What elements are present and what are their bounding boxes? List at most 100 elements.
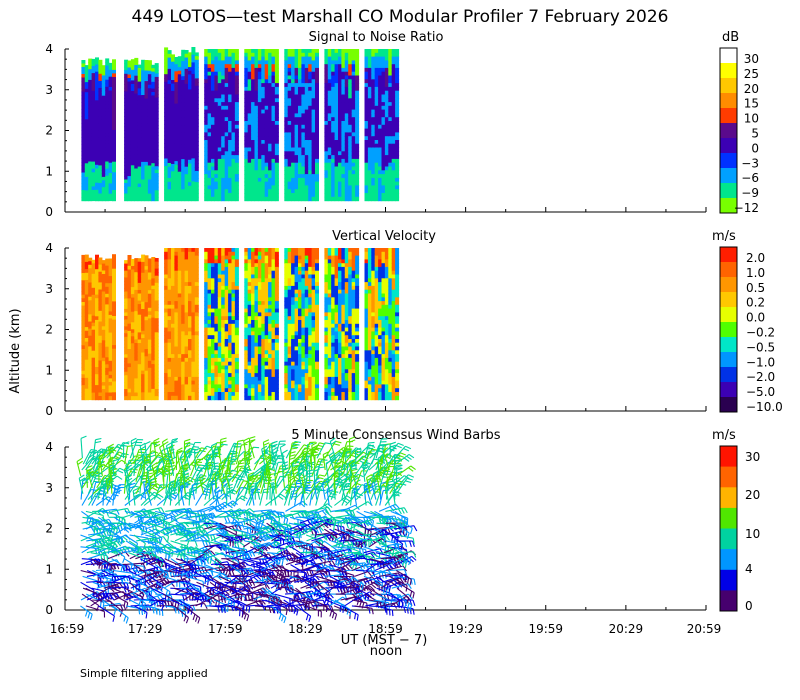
heatmap-cell — [188, 266, 192, 272]
heatmap-cell — [194, 278, 199, 283]
heatmap-cell — [124, 368, 129, 373]
heatmap-cell — [84, 190, 89, 195]
heatmap-cell — [105, 315, 110, 320]
heatmap-cell — [351, 124, 356, 130]
heatmap-cell — [334, 86, 339, 92]
heatmap-cell — [231, 105, 236, 111]
heatmap-cell — [181, 293, 186, 298]
heatmap-cell — [91, 165, 96, 170]
heatmap-cell — [214, 248, 219, 253]
heatmap-cell — [334, 67, 339, 73]
heatmap-cell — [191, 304, 196, 310]
heatmap-cell — [311, 98, 316, 103]
heatmap-cell — [95, 345, 99, 350]
heatmap-cell — [234, 263, 239, 268]
heatmap-cell — [95, 139, 99, 144]
heatmap-cell — [144, 359, 149, 365]
heatmap-cell — [217, 354, 222, 359]
heatmap-cell — [130, 182, 135, 187]
heatmap-cell — [144, 370, 149, 375]
heatmap-cell — [327, 132, 332, 137]
heatmap-cell — [101, 336, 106, 341]
heatmap-cell — [231, 64, 236, 69]
heatmap-cell — [91, 396, 96, 401]
y-tick-label: 0 — [45, 404, 53, 418]
heatmap-cell — [164, 147, 169, 152]
heatmap-cell — [98, 133, 103, 138]
heatmap-cell — [101, 350, 106, 355]
heatmap-cell — [304, 98, 309, 103]
heatmap-cell — [211, 285, 215, 291]
heatmap-cell — [167, 50, 172, 55]
heatmap-cell — [224, 79, 229, 84]
heatmap-cell — [174, 150, 179, 155]
heatmap-cell — [355, 117, 360, 122]
heatmap-cell — [234, 117, 239, 122]
heatmap-cell — [221, 102, 226, 107]
heatmap-cell — [364, 64, 369, 69]
heatmap-cell — [171, 131, 175, 136]
heatmap-cell — [130, 94, 135, 99]
heatmap-cell — [351, 64, 356, 69]
heatmap-cell — [341, 83, 346, 88]
heatmap-cell — [271, 170, 276, 175]
heatmap-cell — [304, 121, 309, 126]
heatmap-cell — [84, 345, 89, 350]
heatmap-cell — [154, 76, 159, 81]
heatmap-cell — [221, 369, 226, 374]
heatmap-cell — [291, 177, 296, 183]
heatmap-cell — [112, 172, 116, 177]
heatmap-cell — [244, 323, 249, 329]
heatmap-cell — [191, 312, 196, 317]
heatmap-cell — [224, 151, 229, 156]
heatmap-cell — [378, 124, 383, 130]
heatmap-cell — [204, 158, 209, 164]
heatmap-cell — [244, 274, 249, 279]
heatmap-cell — [204, 304, 209, 310]
heatmap-cell — [84, 160, 89, 164]
heatmap-cell — [141, 287, 146, 292]
heatmap-cell — [124, 87, 129, 92]
heatmap-cell — [91, 382, 96, 387]
heatmap-cell — [130, 304, 135, 309]
heatmap-cell — [141, 305, 146, 310]
heatmap-cell — [154, 389, 159, 394]
heatmap-cell — [324, 140, 329, 145]
heatmap-cell — [304, 109, 309, 114]
heatmap-cell — [378, 105, 383, 111]
heatmap-cell — [124, 350, 129, 355]
heatmap-cell — [124, 333, 129, 338]
heatmap-cell — [211, 121, 215, 126]
heatmap-cell — [348, 151, 353, 156]
heatmap-cell — [291, 189, 296, 194]
heatmap-cell — [191, 108, 196, 113]
heatmap-cell — [311, 79, 316, 84]
heatmap-cell — [188, 93, 192, 98]
heatmap-cell — [164, 270, 169, 276]
heatmap-cell — [388, 162, 393, 168]
heatmap-cell — [130, 137, 135, 142]
heatmap-cell — [147, 367, 152, 372]
heatmap-cell — [95, 298, 99, 303]
heatmap-cell — [311, 181, 316, 186]
heatmap-cell — [287, 105, 292, 111]
heatmap-cell — [81, 179, 86, 184]
heatmap-cell — [98, 275, 103, 280]
heatmap-cell — [221, 297, 226, 302]
heatmap-cell — [177, 88, 182, 93]
heatmap-cell — [214, 395, 219, 401]
heatmap-cell — [327, 121, 332, 126]
heatmap-cell — [224, 140, 229, 145]
heatmap-cell — [247, 132, 252, 137]
heatmap-cell — [344, 79, 349, 84]
heatmap-cell — [355, 109, 360, 114]
heatmap-cell — [214, 255, 219, 260]
heatmap-cell — [98, 126, 103, 131]
heatmap-cell — [327, 49, 332, 54]
heatmap-cell — [298, 105, 302, 111]
heatmap-cell — [81, 102, 86, 107]
heatmap-cell — [154, 321, 159, 326]
heatmap-cell — [137, 129, 142, 134]
heatmap-cell — [355, 151, 360, 156]
heatmap-cell — [341, 49, 346, 54]
